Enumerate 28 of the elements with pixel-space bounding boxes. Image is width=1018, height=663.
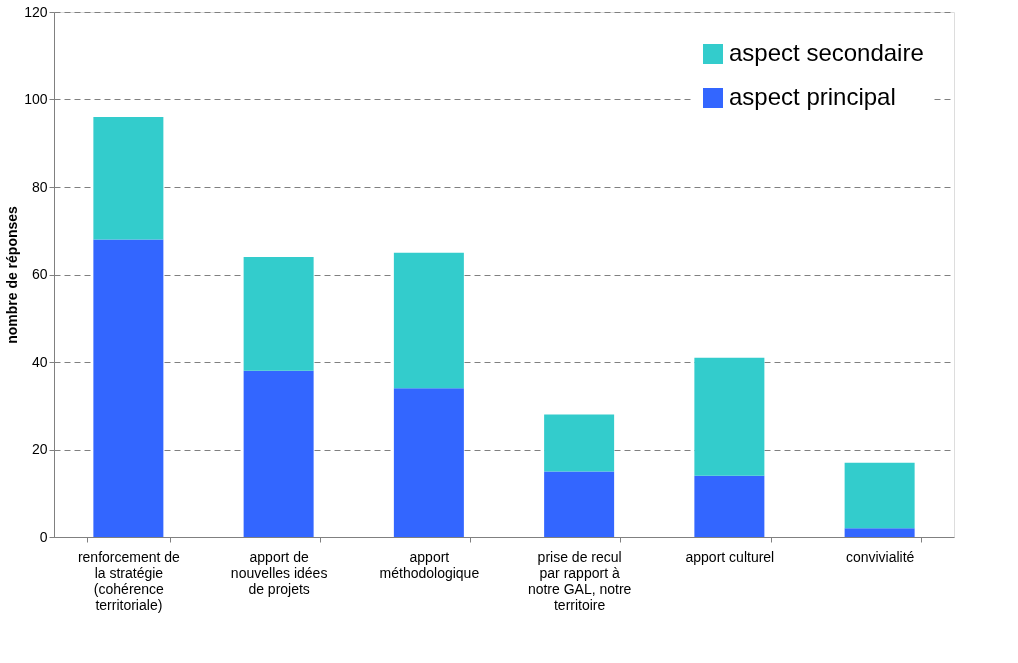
bar xyxy=(694,475,765,537)
bar xyxy=(694,357,765,476)
x-tick-label: convivialité xyxy=(845,548,915,565)
bar xyxy=(243,370,314,537)
y-tick-label: 100 xyxy=(24,91,48,107)
x-tick-label: apport méthodologique xyxy=(379,548,480,581)
bar xyxy=(93,239,164,537)
bar xyxy=(544,471,615,537)
y-tick-label: 60 xyxy=(31,266,48,282)
bar xyxy=(844,462,915,529)
x-tick-label: apport de nouvelles idées de projets xyxy=(230,548,328,597)
x-tick-label: apport culturel xyxy=(685,548,775,565)
y-tick-label: 120 xyxy=(24,3,48,20)
y-axis-title: nombre de réponses xyxy=(4,205,21,344)
bar xyxy=(844,528,915,537)
y-tick-label: 20 xyxy=(31,441,48,457)
bar xyxy=(393,252,464,389)
x-tick-label: prise de recul par rapport à notre GAL, notre territoire xyxy=(527,548,632,613)
bar xyxy=(93,117,164,240)
legend-label: aspect secondaire xyxy=(729,39,924,66)
y-tick-label: 80 xyxy=(31,178,48,195)
bar xyxy=(243,257,314,371)
y-tick-label: 0 xyxy=(39,528,48,545)
bar xyxy=(393,388,464,537)
y-tick-label: 40 xyxy=(31,353,48,370)
x-tick-label: renforcement de la stratégie (cohérence territoriale) xyxy=(77,548,181,613)
bar xyxy=(544,414,615,472)
legend-label: aspect principal xyxy=(729,83,896,110)
